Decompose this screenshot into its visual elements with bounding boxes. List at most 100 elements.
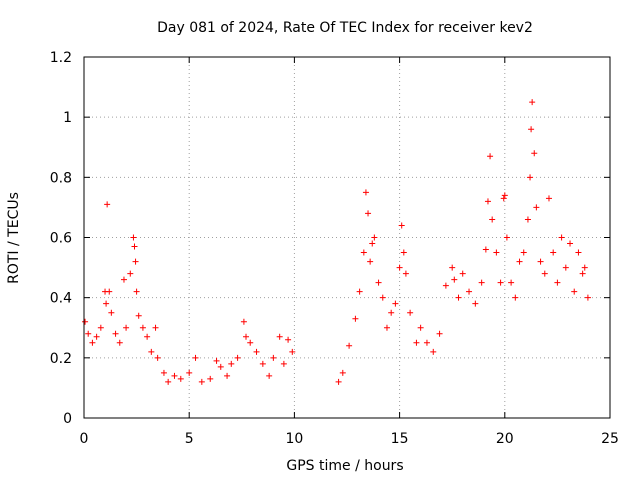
data-point xyxy=(240,318,247,325)
data-point xyxy=(276,333,283,340)
data-point xyxy=(213,357,220,364)
data-point xyxy=(402,270,409,277)
data-point xyxy=(533,204,540,211)
plot-frame xyxy=(83,56,611,419)
x-tick-label: 20 xyxy=(496,431,514,447)
data-point xyxy=(207,375,214,382)
data-point xyxy=(407,309,414,316)
data-point xyxy=(554,279,561,286)
data-point xyxy=(82,318,89,325)
data-point xyxy=(581,264,588,271)
data-point xyxy=(512,294,519,301)
data-point xyxy=(112,330,119,337)
data-point xyxy=(97,324,104,331)
data-point xyxy=(224,372,231,379)
data-point xyxy=(528,126,535,133)
data-point xyxy=(247,339,254,346)
data-point xyxy=(493,249,500,256)
data-point xyxy=(579,270,586,277)
data-point xyxy=(388,309,395,316)
data-point xyxy=(375,279,382,286)
data-point xyxy=(392,300,399,307)
data-point xyxy=(234,354,241,361)
data-point xyxy=(289,348,296,355)
data-point xyxy=(285,336,292,343)
data-point xyxy=(459,270,466,277)
data-point xyxy=(346,342,353,349)
data-point xyxy=(148,348,155,355)
x-tick-label: 10 xyxy=(285,431,303,447)
data-point xyxy=(367,258,374,265)
data-point xyxy=(103,300,110,307)
data-point xyxy=(487,153,494,160)
data-point xyxy=(217,363,224,370)
data-point xyxy=(339,369,346,376)
data-point xyxy=(360,249,367,256)
axis-ticks xyxy=(83,56,611,419)
data-point xyxy=(154,354,161,361)
data-point xyxy=(545,195,552,202)
data-point xyxy=(520,249,527,256)
data-point xyxy=(198,378,205,385)
data-point xyxy=(442,282,449,289)
data-point xyxy=(266,372,273,379)
data-point xyxy=(270,354,277,361)
x-tick-label: 5 xyxy=(185,431,194,447)
data-point xyxy=(192,354,199,361)
data-point xyxy=(537,258,544,265)
data-point xyxy=(529,99,536,106)
data-point xyxy=(362,189,369,196)
data-point xyxy=(120,276,127,283)
data-point xyxy=(85,330,92,337)
grid-lines xyxy=(84,57,610,418)
data-point xyxy=(133,288,140,295)
data-point xyxy=(503,234,510,241)
data-point xyxy=(482,246,489,253)
y-tick-label: 0.6 xyxy=(50,231,72,247)
data-point xyxy=(531,150,538,157)
data-point xyxy=(527,174,534,181)
data-point xyxy=(144,333,151,340)
data-point xyxy=(106,288,113,295)
data-point xyxy=(135,312,142,319)
y-tick-label: 0.4 xyxy=(50,291,72,307)
data-point xyxy=(93,333,100,340)
y-tick-label: 1 xyxy=(63,110,72,126)
chart-title: Day 081 of 2024, Rate Of TEC Index for r… xyxy=(157,20,533,36)
data-point xyxy=(562,264,569,271)
data-point xyxy=(449,264,456,271)
data-point xyxy=(177,375,184,382)
data-point xyxy=(253,348,260,355)
data-point xyxy=(451,276,458,283)
data-point xyxy=(379,294,386,301)
data-point xyxy=(396,264,403,271)
data-point xyxy=(571,288,578,295)
data-point xyxy=(400,249,407,256)
y-tick-label: 0.2 xyxy=(50,351,72,367)
x-tick-label: 0 xyxy=(80,431,89,447)
data-point xyxy=(413,339,420,346)
data-point xyxy=(130,234,137,241)
data-point xyxy=(516,258,523,265)
y-tick-labels: 0 0.2 0.4 0.6 0.8 1 1.2 xyxy=(50,50,72,427)
data-point xyxy=(131,243,138,250)
data-point xyxy=(508,279,515,286)
data-point xyxy=(371,234,378,241)
data-point xyxy=(228,360,235,367)
data-point xyxy=(550,249,557,256)
data-point xyxy=(423,339,430,346)
data-point xyxy=(455,294,462,301)
data-point xyxy=(139,324,146,331)
y-tick-label: 1.2 xyxy=(50,50,72,66)
data-point xyxy=(472,300,479,307)
data-point xyxy=(497,279,504,286)
data-point xyxy=(116,339,123,346)
x-tick-label: 15 xyxy=(391,431,409,447)
data-point xyxy=(160,369,167,376)
data-point xyxy=(165,378,172,385)
y-tick-label: 0.8 xyxy=(50,170,72,186)
data-point xyxy=(383,324,390,331)
data-point xyxy=(171,372,178,379)
data-point xyxy=(501,192,508,199)
